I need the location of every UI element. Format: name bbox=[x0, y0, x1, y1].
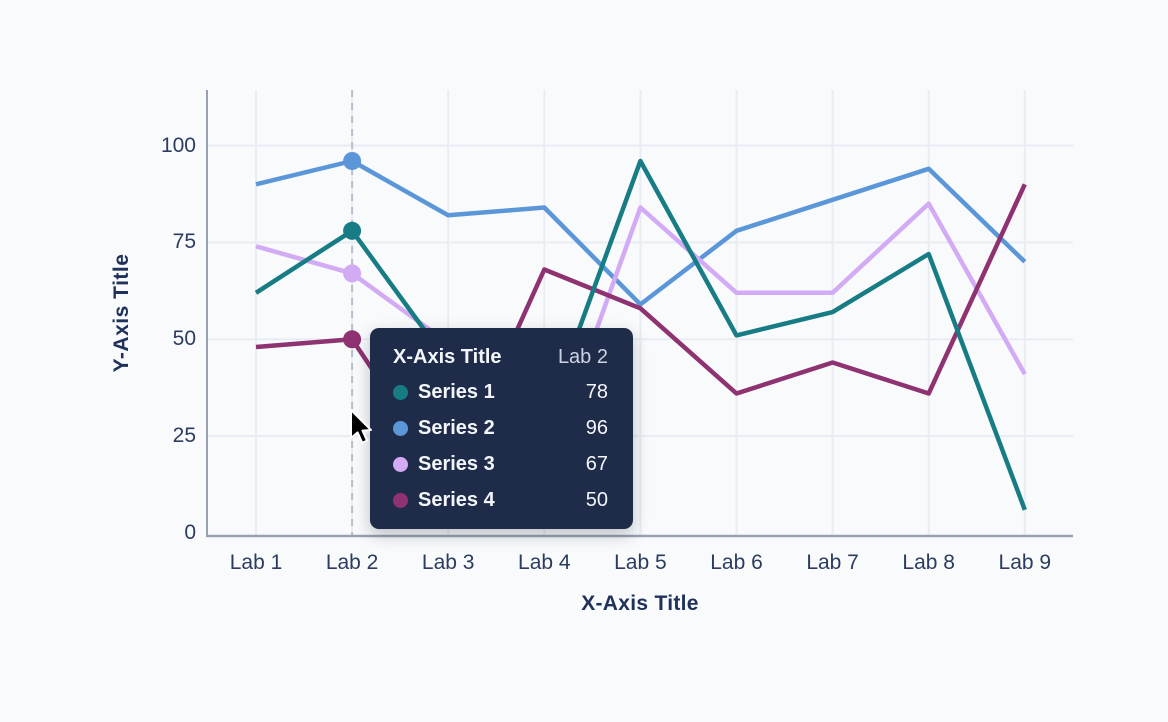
series-3-hover-marker[interactable] bbox=[343, 264, 362, 283]
series-3-dot-icon bbox=[393, 456, 408, 472]
series-1-dot-icon bbox=[393, 385, 408, 401]
tooltip-row-series-3: Series 3 67 bbox=[393, 451, 608, 477]
tooltip-series-1-label: Series 1 bbox=[418, 381, 495, 404]
x-tick-lab9: Lab 9 bbox=[998, 551, 1052, 574]
series-4-dot-icon bbox=[393, 492, 408, 508]
tooltip-row-series-2: Series 2 96 bbox=[393, 416, 608, 442]
series-1-line[interactable] bbox=[254, 158, 1027, 511]
tooltip-series-3-value: 67 bbox=[585, 452, 608, 475]
tooltip-series-4-value: 50 bbox=[585, 488, 608, 511]
tooltip-row-series-4: Series 4 50 bbox=[393, 487, 608, 513]
y-axis-title: Y-Axis Title bbox=[110, 253, 133, 373]
series-1-hover-marker[interactable] bbox=[343, 221, 362, 240]
x-tick-lab3: Lab 3 bbox=[421, 551, 475, 574]
x-tick-lab4: Lab 4 bbox=[518, 551, 571, 574]
series-2-hover-marker[interactable] bbox=[343, 152, 362, 170]
series-2-dot-icon bbox=[393, 421, 408, 436]
tooltip-series-2-label: Series 2 bbox=[418, 417, 495, 439]
x-axis-title: X-Axis Title bbox=[581, 592, 699, 615]
x-tick-lab8: Lab 8 bbox=[902, 551, 955, 574]
series-4-hover-marker[interactable] bbox=[343, 330, 362, 349]
tooltip-row-series-1: Series 1 78 bbox=[393, 380, 608, 406]
hover-tooltip: X-Axis Title Lab 2 Series 1 78 Series 2 … bbox=[370, 328, 633, 529]
series-2-line[interactable] bbox=[255, 158, 1027, 307]
y-tick-75: 75 bbox=[172, 230, 196, 254]
x-tick-lab6: Lab 6 bbox=[710, 551, 763, 574]
mouse-cursor bbox=[350, 409, 372, 444]
tooltip-header-row: X-Axis Title Lab 2 bbox=[393, 344, 608, 370]
tooltip-series-3-label: Series 3 bbox=[418, 452, 495, 475]
x-tick-lab1: Lab 1 bbox=[229, 551, 283, 574]
y-tick-50: 50 bbox=[172, 327, 196, 351]
tooltip-header-label: X-Axis Title bbox=[393, 345, 502, 368]
y-tick-100: 100 bbox=[160, 133, 196, 157]
tooltip-header-value: Lab 2 bbox=[557, 345, 608, 368]
y-tick-0: 0 bbox=[184, 521, 196, 544]
x-tick-lab7: Lab 7 bbox=[806, 551, 859, 574]
tooltip-series-1-value: 78 bbox=[585, 381, 608, 404]
tooltip-series-2-value: 96 bbox=[585, 417, 608, 439]
tooltip-series-4-label: Series 4 bbox=[418, 488, 495, 511]
x-tick-lab2: Lab 2 bbox=[325, 551, 379, 574]
x-tick-lab5: Lab 5 bbox=[614, 551, 667, 574]
series-3-line[interactable] bbox=[255, 201, 1027, 478]
y-tick-25: 25 bbox=[172, 424, 196, 448]
